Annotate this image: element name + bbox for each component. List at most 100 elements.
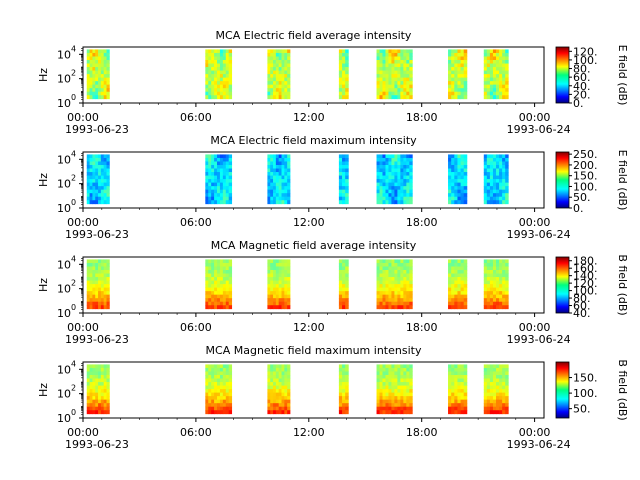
spectrogram-cell (100, 280, 105, 285)
spectrogram-cell (409, 371, 413, 376)
spectrogram-cell (205, 375, 209, 379)
spectrogram-cell (385, 84, 389, 89)
spectrogram-cell (278, 403, 282, 408)
spectrogram-cell (454, 273, 458, 278)
spectrogram-cell (403, 406, 407, 411)
spectrogram-cell (222, 60, 227, 64)
spectrogram-cell (98, 280, 102, 285)
spectrogram-cell (403, 403, 407, 408)
spectrogram-cell (98, 298, 102, 303)
spectrogram-cell (409, 291, 413, 296)
spectrogram-cell (342, 193, 346, 198)
spectrogram-cell (492, 294, 497, 299)
spectrogram-cell (281, 172, 285, 176)
spectrogram-cell (400, 95, 404, 100)
spectrogram-cell (496, 270, 500, 274)
spectrogram-cell (275, 77, 280, 82)
spectrogram-cell (489, 182, 494, 187)
spectrogram-cell (92, 60, 96, 64)
spectrogram-cell (95, 298, 99, 303)
colorbar (555, 46, 570, 104)
spectrogram-cell (338, 77, 343, 82)
spectrogram-cell (95, 63, 99, 68)
spectrogram-cell (278, 81, 282, 86)
spectrogram-cell (217, 291, 221, 296)
spectrogram-cell (92, 161, 96, 166)
spectrogram-cell (214, 298, 218, 303)
spectrogram-cell (217, 77, 221, 82)
spectrogram-cell (214, 273, 218, 278)
spectrogram-cell (98, 301, 102, 306)
spectrogram-cell (451, 168, 455, 173)
spectrogram-cell (86, 399, 90, 404)
spectrogram-cell (382, 165, 386, 169)
spectrogram-cell (376, 186, 380, 191)
spectrogram-cell (89, 403, 93, 408)
spectrogram-cell (489, 287, 494, 292)
spectrogram-cell (92, 165, 96, 169)
spectrogram-cell (454, 77, 458, 82)
spectrogram-cell (388, 179, 392, 184)
spectrogram-cell (86, 186, 90, 191)
spectrogram-cell (219, 385, 224, 390)
spectrogram-cell (460, 88, 465, 93)
spectrogram-cell (281, 95, 285, 100)
spectrogram-cell (400, 84, 404, 89)
spectrogram-cell (394, 367, 398, 372)
spectrogram-cell (273, 88, 277, 93)
spectrogram-cell (505, 280, 509, 285)
spectrogram-cell (267, 168, 271, 173)
spectrogram-cell (448, 375, 452, 379)
spectrogram-cell (382, 284, 386, 289)
spectrogram-cell (205, 385, 209, 390)
spectrogram-cell (502, 52, 506, 57)
spectrogram-cell (208, 175, 212, 180)
spectrogram-cell (278, 270, 282, 274)
spectrogram-cell (454, 60, 458, 64)
spectrogram-cell (284, 74, 288, 79)
spectrogram-cell (397, 371, 401, 376)
spectrogram-cell (100, 403, 105, 408)
spectrogram-cell (457, 367, 461, 372)
spectrogram-cell (98, 52, 102, 57)
spectrogram-cell (86, 371, 90, 376)
spectrogram-cell (489, 399, 494, 404)
spectrogram-cell (406, 280, 410, 285)
spectrogram-cell (382, 60, 386, 64)
spectrogram-cell (409, 259, 413, 264)
spectrogram-cell (86, 389, 90, 394)
spectrogram-cell (345, 396, 349, 401)
spectrogram-cell (486, 95, 491, 100)
spectrogram-cell (342, 287, 346, 292)
spectrogram-cell (222, 95, 227, 100)
spectrogram-cell (217, 287, 221, 292)
spectrogram-cell (98, 262, 102, 267)
spectrogram-cell (275, 52, 280, 57)
spectrogram-cell (95, 305, 99, 310)
spectrogram-cell (106, 382, 110, 386)
spectrogram-cell (208, 301, 212, 306)
spectrogram-cell (222, 193, 227, 198)
spectrogram-cell (499, 67, 503, 71)
spectrogram-cell (406, 399, 410, 404)
spectrogram-cell (225, 165, 230, 169)
spectrogram-cell (486, 396, 491, 401)
spectrogram-cell (448, 200, 452, 205)
spectrogram-cell (388, 305, 392, 310)
spectrogram-cell (95, 88, 99, 93)
spectrogram-cell (106, 406, 110, 411)
spectrogram-cell (205, 67, 209, 71)
spectrogram-cell (483, 84, 488, 89)
spectrogram-cell (499, 182, 503, 187)
spectrogram-cell (502, 154, 506, 159)
spectrogram-cell (219, 273, 224, 278)
spectrogram-cell (95, 259, 99, 264)
spectrogram-cell (106, 399, 110, 404)
spectrogram-cell (496, 168, 500, 173)
spectrogram-cell (287, 301, 291, 306)
spectrogram-cell (86, 378, 90, 383)
spectrogram-cell (385, 406, 389, 411)
spectrogram-cell (217, 399, 221, 404)
spectrogram-cell (379, 364, 383, 369)
spectrogram-cell (92, 262, 96, 267)
